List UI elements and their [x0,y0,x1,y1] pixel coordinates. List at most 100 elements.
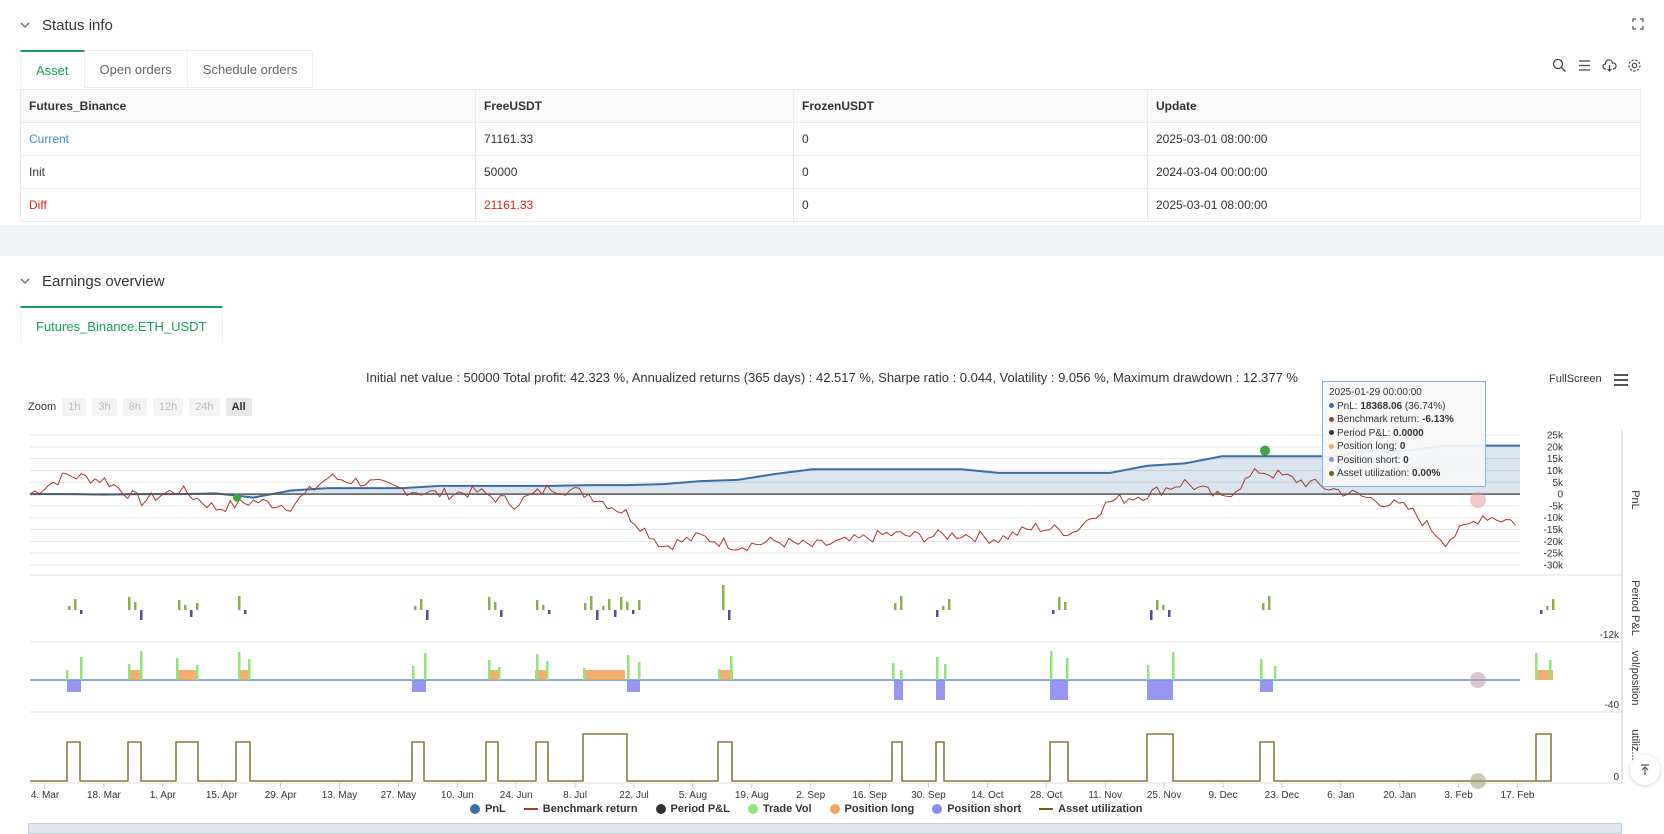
trade-vol-bar [546,661,549,680]
chevron-down-icon[interactable] [20,276,30,286]
pane-label: Period P&L [1629,580,1641,636]
zoom-controls: Zoom 1h 3h 8h 12h 24h All [28,398,252,416]
trade-vol-bar [80,657,83,680]
legend-asset-util[interactable]: Asset utilization [1039,803,1143,815]
period-bar [936,610,939,617]
trade-vol-bar [1549,660,1552,680]
cloud-download-icon[interactable] [1602,58,1617,73]
asset-table: Futures_Binance FreeUSDT FrozenUSDT Upda… [20,89,1641,222]
hover-marker [1260,445,1270,456]
period-bar [420,599,423,610]
tab-symbol[interactable]: Futures_Binance.ETH_USDT [20,306,223,344]
position-short-bar [627,680,640,692]
position-long-bar [128,670,142,680]
trade-vol-bar [412,666,415,680]
zoom-12h[interactable]: 12h [152,398,184,416]
hover-halo [1470,672,1486,688]
trade-vol-bar [936,657,939,680]
scroll-top-button[interactable] [1630,755,1660,785]
period-bar [948,599,951,610]
trade-vol-bar [238,652,241,680]
expand-icon[interactable] [1632,18,1644,30]
zoom-3h[interactable]: 3h [92,398,117,416]
y-tick-label: 25k [1547,431,1564,442]
position-short-bar [412,680,426,692]
navigator[interactable] [28,823,1622,834]
period-bar [626,602,629,610]
earnings-title: Earnings overview [42,272,165,290]
status-panel: Status info Asset Open orders Schedule o… [0,0,1664,225]
period-bar [488,597,491,610]
trade-vol-bar [730,656,733,680]
legend-period[interactable]: Period P&L [655,803,730,815]
trade-vol-bar [892,663,895,680]
x-tick-label: 30. Sep [911,790,946,801]
period-bar [602,606,605,610]
earnings-header[interactable]: Earnings overview [0,256,1664,306]
position-long-bar [535,670,547,680]
period-bar [1540,610,1543,614]
legend-pnl[interactable]: PnL [470,803,506,815]
hover-halo [1470,492,1486,508]
legend-benchmark[interactable]: Benchmark return [523,803,638,815]
period-bar [190,610,193,617]
table-row: Init 50000 0 2024-03-04 00:00:00 [20,155,1641,189]
period-bar [74,599,77,610]
position-long-bar [1535,670,1553,680]
x-tick-label: 10. Jun [441,790,474,801]
y-tick-label: 10k [1547,466,1564,477]
trade-vol-bar [627,655,630,680]
period-bar [722,585,725,610]
period-bar [500,610,503,617]
legend-position-short[interactable]: Position short [932,803,1021,815]
list-icon[interactable] [1577,58,1592,73]
y-tick-label: -10k [1544,513,1564,524]
status-tabs: Asset Open orders Schedule orders [20,50,1664,88]
trade-vol-bar [1050,651,1053,680]
tab-open-orders[interactable]: Open orders [84,50,188,88]
position-short-bar [936,680,945,700]
x-tick-label: 14. Oct [971,790,1003,801]
trade-vol-bar [1147,665,1150,680]
status-header[interactable]: Status info [0,0,1664,50]
x-tick-label: 29. Apr [265,790,297,801]
period-bar [68,606,71,610]
period-bar [1168,610,1171,617]
legend-position-long[interactable]: Position long [829,803,914,815]
x-tick-label: 25. Nov [1147,790,1181,801]
benchmark-line [29,467,1516,552]
legend-trade-vol[interactable]: Trade Vol [747,803,812,815]
period-bar [184,605,187,610]
row-label-current[interactable]: Current [20,122,476,156]
period-bar [1156,600,1159,610]
zoom-all[interactable]: All [225,398,252,416]
pane-label: PnL [1629,490,1641,510]
zoom-8h[interactable]: 8h [122,398,147,416]
period-bar [244,610,247,614]
zoom-1h[interactable]: 1h [62,398,87,416]
search-icon[interactable] [1552,58,1567,73]
period-bar [900,596,903,610]
x-tick-label: 5. Aug [679,790,707,801]
fullscreen-button[interactable]: FullScreen [1549,373,1602,385]
menu-icon[interactable] [1613,373,1629,387]
zoom-24h[interactable]: 24h [189,398,220,416]
period-bar [140,610,143,620]
period-bar [584,603,587,610]
period-bar [1268,596,1271,610]
x-tick-label: 27. May [381,790,417,801]
gear-icon[interactable] [1627,58,1642,73]
col-frozen: FrozenUSDT [793,89,1148,123]
trade-vol-bar [498,667,501,680]
trade-marker [233,493,241,502]
status-title: Status info [42,16,113,34]
position-long-bar [583,670,625,680]
period-bar [1064,602,1067,610]
period-bar [196,603,199,610]
tab-asset[interactable]: Asset [20,50,85,88]
x-tick-label: 3. Feb [1444,790,1473,801]
tab-schedule-orders[interactable]: Schedule orders [187,50,314,88]
chevron-down-icon[interactable] [20,20,30,30]
period-bar [1162,605,1165,610]
